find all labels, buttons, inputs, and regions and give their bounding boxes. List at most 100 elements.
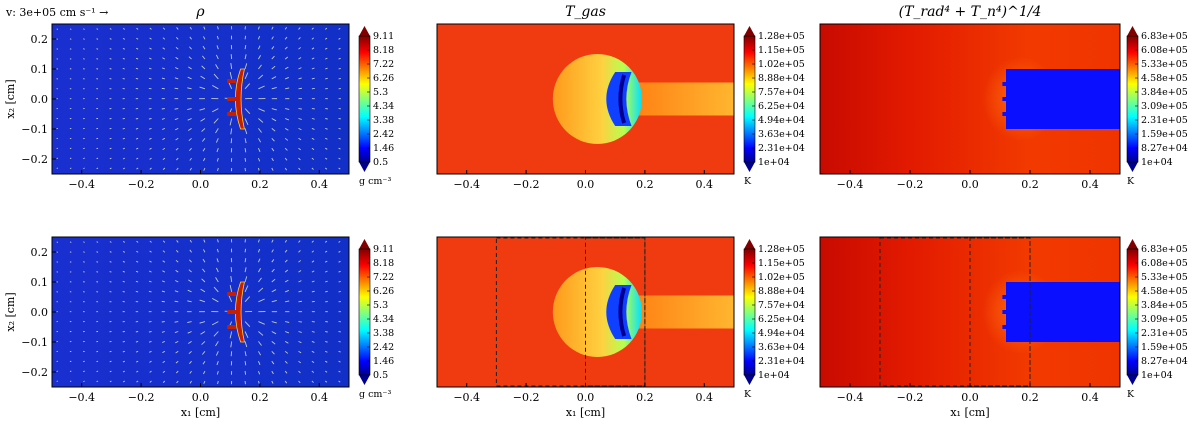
colorbar-tick-label: 2.31e+04 bbox=[758, 356, 805, 367]
x-tick-label: 0.4 bbox=[696, 178, 714, 191]
panel-2: −0.4 −0.2 0.0 0.2 0.4T_gas1.28e+051.15e+051.… bbox=[436, 4, 805, 191]
shadow-finger bbox=[1002, 82, 1006, 86]
colorbar-tick-label: 3.84e+05 bbox=[1141, 300, 1188, 311]
shadow-finger bbox=[1002, 310, 1006, 314]
colorbar-tick-label: 4.58e+05 bbox=[1141, 286, 1188, 297]
colorbar-tick-label: 3.63e+04 bbox=[758, 342, 805, 353]
colorbar-tick-label: 2.31e+05 bbox=[1141, 328, 1188, 339]
colorbar-tick-label: 2.31e+04 bbox=[758, 143, 805, 154]
colorbar-tick-label: 2.42 bbox=[373, 129, 394, 140]
x-tick-label: 0.2 bbox=[251, 178, 269, 191]
colorbar: 9.11 8.18 7.22 6.26 5.3 4.34 3.38 2.42 1.46 0.5 g … bbox=[358, 26, 394, 187]
colorbar-tick-label: 6.08e+05 bbox=[1141, 258, 1188, 269]
colorbar-tick-label: 7.22 bbox=[373, 59, 394, 70]
colorbar-tick-label: 8.88e+04 bbox=[758, 286, 805, 297]
plot-area bbox=[820, 24, 1120, 174]
colorbar-scale bbox=[1126, 35, 1139, 163]
colorbar-top-extend bbox=[1127, 26, 1138, 36]
colorbar-tick-label: 3.09e+05 bbox=[1141, 101, 1188, 112]
colorbar-tick-label: 3.09e+05 bbox=[1141, 314, 1188, 325]
colorbar-top-extend bbox=[359, 26, 370, 36]
colorbar-tick-label: 6.83e+05 bbox=[1141, 31, 1188, 42]
x-tick-label: 0.2 bbox=[1021, 178, 1039, 191]
colorbar-tick-label: 8.88e+04 bbox=[758, 73, 805, 84]
colorbar: 6.83e+05 6.08e+05 5.33e+05 4.58e+05 3.84e+05… bbox=[1126, 26, 1188, 187]
panel-title: T_gas bbox=[565, 4, 606, 20]
colorbar-tick-label: 1e+04 bbox=[758, 157, 790, 168]
colorbar-bottom-extend bbox=[359, 162, 370, 172]
zoom-box bbox=[969, 237, 1031, 387]
x-tick-label: 0.4 bbox=[1081, 178, 1099, 191]
colorbar: 1.28e+05 1.15e+05 1.02e+05 8.88e+04 7.57e+04… bbox=[743, 26, 805, 187]
panel-3: −0.4 −0.2 0.0 0.2 0.4 (T_rad⁴ + T_n⁴)^1/4 6.83… bbox=[819, 4, 1188, 191]
colorbar-unit: K bbox=[744, 389, 752, 400]
foil-finger bbox=[227, 325, 237, 329]
plot-area bbox=[52, 237, 349, 387]
x-tick-label: 0.2 bbox=[251, 391, 269, 404]
colorbar-bottom-extend bbox=[359, 375, 370, 385]
colorbar-tick-label: 7.57e+04 bbox=[758, 87, 805, 98]
colorbar-tick-label: 1e+04 bbox=[758, 370, 790, 381]
colorbar-tick-label: 8.27e+04 bbox=[1141, 356, 1188, 367]
velocity-arrows bbox=[56, 239, 341, 385]
colorbar-tick-label: 8.27e+04 bbox=[1141, 143, 1188, 154]
colorbar: 1.28e+05 1.15e+05 1.02e+05 8.88e+04 7.57e+04… bbox=[743, 239, 805, 400]
colorbar-tick-label: 8.18 bbox=[373, 45, 394, 56]
x-tick-label: 0.2 bbox=[636, 391, 654, 404]
colorbar-tick-label: 1.59e+05 bbox=[1141, 129, 1188, 140]
colorbar-bottom-extend bbox=[1127, 375, 1138, 385]
colorbar-scale bbox=[358, 248, 371, 376]
foil-finger bbox=[227, 292, 237, 296]
colorbar-tick-label: 6.26 bbox=[373, 73, 394, 84]
colorbar-tick-label: 3.63e+04 bbox=[758, 129, 805, 140]
dense-foil bbox=[234, 68, 245, 130]
y-tick-label: −0.2 bbox=[21, 153, 48, 166]
colorbar-unit: K bbox=[1127, 176, 1135, 187]
x-tick-label: 0.0 bbox=[577, 391, 595, 404]
colorbar-top-extend bbox=[744, 239, 755, 249]
panel-1: −0.4 −0.2 0.0 0.2 0.4 0.2 0.1 0.0 −0.1 −0.2 x₂ [cm… bbox=[4, 4, 394, 191]
y-tick-label: 0.1 bbox=[31, 276, 49, 289]
colorbar-scale bbox=[358, 35, 371, 163]
colorbar-unit: g cm⁻³ bbox=[359, 176, 391, 187]
y-tick-label: 0.1 bbox=[31, 63, 49, 76]
shadow-finger bbox=[1002, 325, 1006, 329]
colorbar-tick-label: 1.46 bbox=[373, 356, 394, 367]
x-tick-label: 0.0 bbox=[961, 391, 979, 404]
panel-title: ρ bbox=[195, 4, 205, 20]
y-tick-label: −0.2 bbox=[21, 366, 48, 379]
heated-hemisphere bbox=[552, 267, 642, 357]
x-tick-label: −0.2 bbox=[513, 178, 540, 191]
foil-core bbox=[618, 74, 627, 124]
colorbar-tick-label: 1.15e+05 bbox=[758, 45, 805, 56]
heated-hemisphere bbox=[552, 54, 642, 144]
colorbar-tick-label: 6.26 bbox=[373, 286, 394, 297]
zoom-box bbox=[585, 237, 646, 387]
colorbar-scale bbox=[743, 248, 756, 376]
x-tick-label: −0.2 bbox=[128, 391, 155, 404]
x-tick-label: 0.4 bbox=[311, 391, 329, 404]
colorbar-tick-label: 1e+04 bbox=[1141, 157, 1173, 168]
x-tick-label: −0.2 bbox=[897, 178, 924, 191]
colorbar-tick-label: 4.94e+04 bbox=[758, 328, 805, 339]
colorbar-unit: K bbox=[744, 176, 752, 187]
colorbar-tick-label: 4.34 bbox=[373, 101, 394, 112]
colorbar-tick-label: 3.38 bbox=[373, 328, 394, 339]
x-tick-label: −0.2 bbox=[128, 178, 155, 191]
plot-area bbox=[52, 24, 349, 174]
foil-finger bbox=[227, 112, 237, 116]
foil-finger bbox=[227, 79, 237, 83]
panel-6: −0.4 −0.2 0.0 0.2 0.4 x₁ [cm] 6.83e+05 6.08e+05… bbox=[819, 236, 1188, 419]
x-tick-label: −0.2 bbox=[897, 391, 924, 404]
x-tick-label: −0.4 bbox=[68, 391, 95, 404]
panel-title: (T_rad⁴ + T_n⁴)^1/4 bbox=[899, 4, 1042, 20]
shadow-region bbox=[1006, 69, 1120, 129]
colorbar-bottom-extend bbox=[744, 162, 755, 172]
colorbar-tick-label: 1.28e+05 bbox=[758, 31, 805, 42]
x-tick-label: 0.4 bbox=[696, 391, 714, 404]
x-tick-label: 0.2 bbox=[636, 178, 654, 191]
x-tick-label: 0.4 bbox=[1081, 391, 1099, 404]
colorbar-top-extend bbox=[359, 239, 370, 249]
velocity-arrows bbox=[56, 26, 341, 172]
